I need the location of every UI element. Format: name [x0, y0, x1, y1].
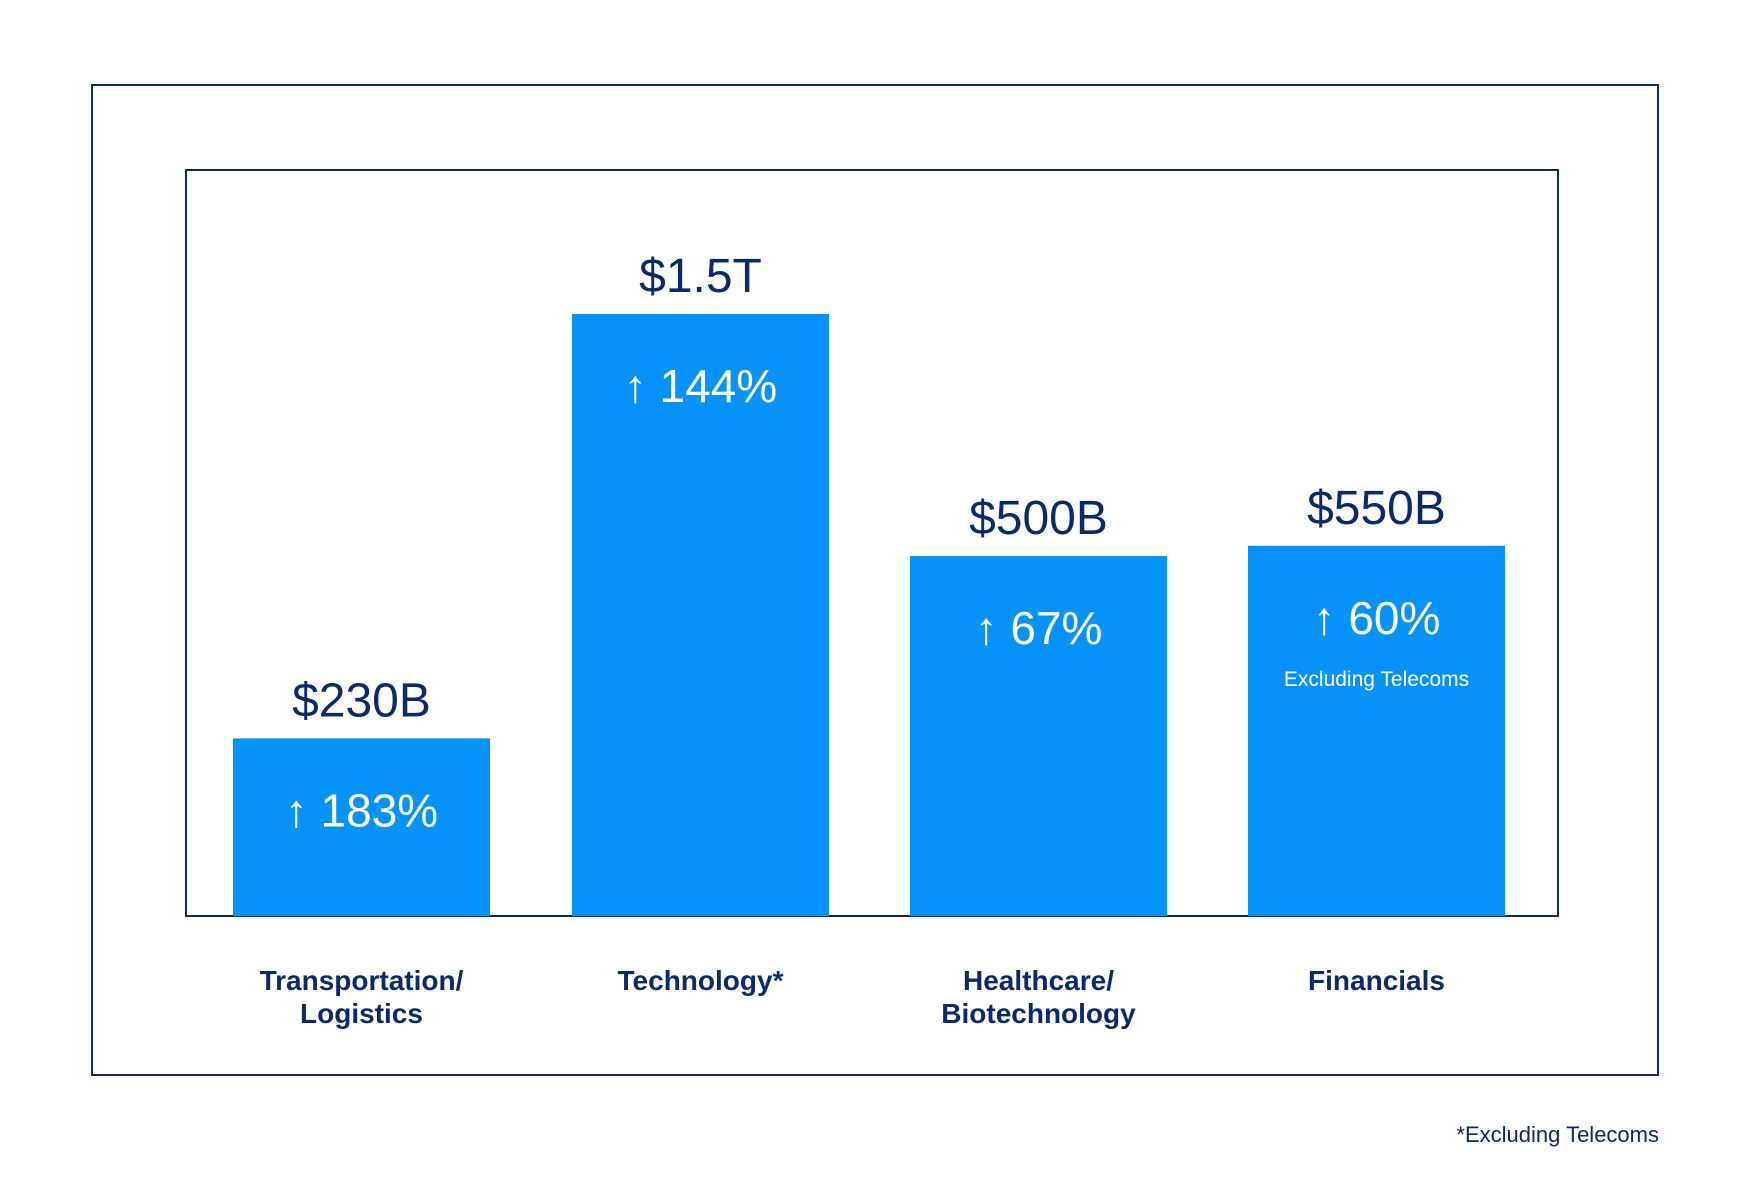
- bar-note-4: Excluding Telecoms: [1284, 668, 1469, 691]
- category-label-2-line-1: Technology*: [618, 965, 784, 996]
- value-label-2: $1.5T: [639, 250, 762, 303]
- value-label-3: $500B: [969, 492, 1108, 545]
- bar-3: [910, 556, 1167, 916]
- footnote: *Excluding Telecoms: [1456, 1122, 1659, 1147]
- outer-frame: [91, 84, 1659, 1076]
- bar-4: [1248, 545, 1505, 916]
- change-label-3: ↑ 67%: [975, 602, 1103, 654]
- category-label-3-line-1: Healthcare/: [963, 965, 1114, 996]
- bar-1: [233, 738, 490, 916]
- bars-layer: [233, 314, 1505, 916]
- category-label-4-line-1: Financials: [1308, 965, 1445, 996]
- category-label-1-line-1: Transportation/: [260, 965, 464, 996]
- change-label-2: ↑ 144%: [624, 360, 777, 412]
- plot-area-frame: [185, 169, 1559, 917]
- labels-layer: $230B ↑ 183% Transportation/Logistics $1.5T…: [260, 250, 1470, 1029]
- change-label-1: ↑ 183%: [285, 784, 438, 836]
- value-label-4: $550B: [1307, 482, 1446, 535]
- change-label-4: ↑ 60%: [1313, 592, 1441, 644]
- bar-2: [572, 314, 829, 916]
- category-label-3-line-2: Biotechnology: [941, 998, 1136, 1029]
- category-label-1-line-2: Logistics: [300, 998, 423, 1029]
- value-label-1: $230B: [292, 674, 431, 727]
